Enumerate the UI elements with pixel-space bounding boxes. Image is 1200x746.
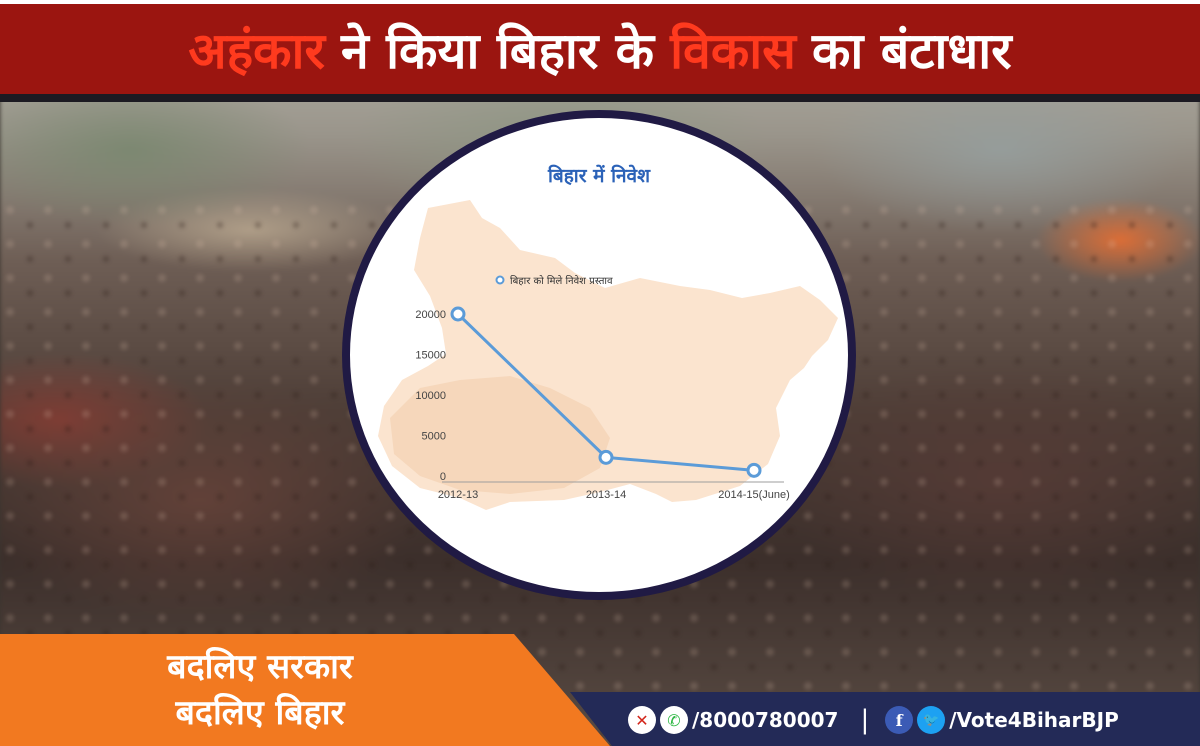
headline-word-ahankar: अहंकार <box>188 22 325 80</box>
legend-label: बिहार को मिले निवेश प्रस्ताव <box>510 275 613 287</box>
chart-circle: 0 5000 10000 15000 20000 2012-13 2013-14 2014-1… <box>342 110 856 600</box>
data-point <box>746 462 762 478</box>
y-tick-label: 20000 <box>415 309 446 321</box>
headline-banner: अहंकार ने किया बिहार के विकास का बंटाधार <box>0 0 1200 102</box>
social-handle[interactable]: /Vote4BiharBJP <box>949 708 1119 732</box>
x-tick-label: 2014-15(June) <box>718 489 790 501</box>
legend-marker <box>495 275 505 285</box>
twitter-icon[interactable]: 🐦 <box>917 706 946 734</box>
slogan-line-2: बदलिए बिहार <box>175 693 345 733</box>
slogan: बदलिए सरकार बदलिए बिहार <box>40 644 480 736</box>
phone-number[interactable]: /8000780007 <box>692 708 839 732</box>
y-tick-label: 0 <box>440 471 446 483</box>
facebook-icon[interactable]: f <box>885 706 914 734</box>
whatsapp-icon[interactable]: ✆ <box>660 706 688 734</box>
chart-series <box>450 306 762 478</box>
y-tick-label: 10000 <box>415 390 446 402</box>
data-point <box>598 449 614 465</box>
chart-title: बिहार में निवेश <box>547 165 651 187</box>
slogan-band <box>0 634 610 746</box>
headline-middle: ने किया बिहार के <box>340 22 655 80</box>
y-tick-label: 15000 <box>415 350 446 362</box>
slogan-line-1: बदलिए सरकार <box>167 647 353 687</box>
x-tick-label: 2013-14 <box>586 489 626 501</box>
data-point <box>450 306 466 322</box>
no-call-icon: ✕ <box>628 706 656 734</box>
y-tick-label: 5000 <box>422 431 446 443</box>
investment-chart: 0 5000 10000 15000 20000 2012-13 2013-14 2014-1… <box>378 200 838 510</box>
headline-word-vikas: विकास <box>670 22 796 80</box>
chart-ticks: 0 5000 10000 15000 20000 2012-13 2013-14 2014-1… <box>415 309 789 501</box>
bihar-map-inner-shade <box>390 376 610 494</box>
chart-legend: बिहार को मिले निवेश प्रस्ताव <box>495 275 613 287</box>
contact-info: ✕ ✆ /8000780007 | f 🐦 /Vote4BiharBJP <box>628 700 1119 740</box>
headline-end: का बंटाधार <box>811 22 1012 80</box>
separator: | <box>860 705 870 735</box>
x-tick-label: 2012-13 <box>438 489 478 501</box>
